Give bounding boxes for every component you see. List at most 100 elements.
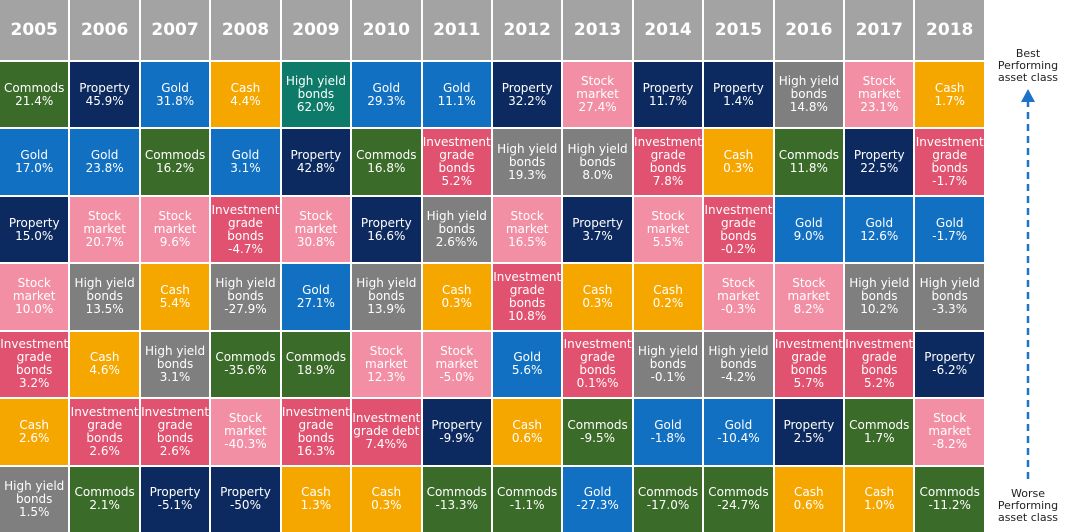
asset-cell: Investment grade bonds 16.3%	[281, 399, 351, 465]
asset-return: 31.8%	[155, 93, 195, 108]
asset-return: -0.1%	[650, 369, 686, 384]
asset-return: 7.8%	[652, 174, 684, 189]
asset-return: 0.2%	[652, 295, 684, 310]
asset-return: 32.2%	[508, 93, 547, 108]
asset-return: 3.1%	[230, 161, 261, 176]
year-header: 2005	[0, 0, 69, 60]
asset-name: High yield bonds	[849, 276, 910, 304]
asset-name: Commods	[708, 485, 769, 500]
asset-return: 21.4%	[15, 93, 54, 108]
asset-return: 1.7%	[934, 93, 965, 108]
asset-name: Gold	[372, 80, 401, 95]
asset-cell: Cash 0.3%	[422, 264, 491, 330]
asset-name: Cash	[441, 282, 472, 297]
year-column: 2008 Cash 4.4% Gold 3.1% Investment grade bon…	[211, 0, 280, 532]
asset-return: 3.1%	[159, 369, 191, 384]
asset-return: 1.0%	[864, 498, 895, 513]
asset-cell: Gold -27.3%	[563, 466, 632, 532]
asset-return: 16.5%	[508, 235, 547, 250]
asset-name: Gold	[161, 80, 189, 95]
asset-name: Property	[220, 485, 271, 500]
asset-cell: Cash 2.6%	[0, 399, 69, 465]
asset-cell: Stock market 8.2%	[774, 264, 844, 330]
asset-name: High yield bonds	[637, 343, 699, 371]
asset-name: High yield bonds	[426, 209, 487, 237]
asset-name: Investment grade bonds	[422, 135, 491, 176]
asset-return: 8.0%	[582, 167, 613, 182]
asset-cell: Stock market 27.4%	[563, 62, 632, 128]
asset-cell: Investment grade bonds 2.6%	[140, 399, 210, 465]
asset-cell: Property 2.5%	[774, 399, 844, 465]
asset-cell: High yield bonds 62.0%	[281, 62, 351, 128]
asset-cell: Property -50%	[211, 466, 280, 532]
asset-cell: Gold 9.0%	[774, 196, 844, 263]
asset-cell: High yield bonds 13.9%	[352, 264, 421, 330]
asset-return: 12.3%	[367, 369, 406, 384]
asset-name: Commods	[778, 148, 839, 163]
asset-name: High yield bonds	[497, 141, 558, 169]
asset-name: High yield bonds	[215, 276, 276, 304]
asset-return: -13.3%	[435, 498, 478, 513]
asset-name: Investment grade bonds	[0, 337, 69, 378]
asset-cell: Stock market 23.1%	[845, 62, 914, 128]
asset-cell: Investment grade bonds 5.2%	[845, 331, 914, 398]
asset-return: 0.1%%	[576, 376, 619, 391]
year-header: 2009	[281, 0, 351, 60]
asset-name: Stock market	[83, 209, 126, 237]
year-column: 2014 Property 11.7% Investment grade bonds 7…	[633, 0, 703, 532]
asset-name: High yield bonds	[778, 74, 839, 102]
year-header: 2013	[563, 0, 632, 60]
asset-return: 11.8%	[789, 161, 828, 176]
asset-cell: Cash 4.6%	[70, 331, 139, 398]
asset-return: -27.9%	[224, 302, 267, 317]
asset-return: -5.1%	[157, 498, 193, 513]
asset-cell: Gold -1.8%	[633, 399, 703, 465]
asset-cell: Investment grade bonds 5.7%	[774, 331, 844, 398]
asset-return: 16.8%	[367, 161, 406, 176]
asset-name: Property	[853, 148, 905, 163]
asset-return: 1.4%	[723, 93, 754, 108]
asset-return: -8.2%	[932, 437, 968, 452]
asset-name: Cash	[934, 80, 965, 95]
asset-cell: Property 45.9%	[70, 62, 139, 128]
asset-cell: Stock market 16.5%	[492, 196, 562, 263]
asset-cell: Commods -9.5%	[563, 399, 632, 465]
asset-name: Investment grade bonds	[70, 404, 139, 445]
asset-return: 62.0%	[296, 100, 335, 115]
asset-cell: Gold -10.4%	[704, 399, 773, 465]
asset-name: Gold	[302, 282, 330, 297]
asset-return: 12.6%	[860, 228, 899, 243]
year-header: 2011	[422, 0, 491, 60]
year-column: 2010 Gold 29.3% Commods 16.8% Property 16.6% Hi…	[352, 0, 421, 532]
asset-cell: High yield bonds 19.3%	[492, 129, 562, 195]
asset-name: Commods	[849, 417, 910, 432]
asset-name: Property	[572, 215, 623, 230]
asset-cell: Commods 16.8%	[352, 129, 421, 195]
asset-name: Stock market	[294, 209, 338, 237]
asset-cell: Gold 17.0%	[0, 129, 69, 195]
asset-cell: Investment grade bonds 10.8%	[492, 264, 562, 330]
asset-name: Cash	[301, 485, 331, 500]
asset-name: Property	[290, 148, 342, 163]
asset-cell: Gold 23.8%	[70, 129, 139, 195]
asset-return: 30.8%	[296, 235, 335, 250]
asset-cell: Investment grade bonds -4.7%	[211, 196, 280, 263]
year-column: 2015 Property 1.4% Cash 0.3% Investment grade…	[704, 0, 773, 532]
asset-name: Commods	[144, 148, 206, 163]
asset-name: Cash	[582, 282, 613, 297]
asset-name: High yield bonds	[4, 478, 65, 506]
asset-name: Cash	[653, 282, 683, 297]
year-column: 2016 High yield bonds 14.8% Commods 11.8% Gol…	[774, 0, 844, 532]
asset-cell: Property -5.1%	[140, 466, 210, 532]
asset-return: 23.1%	[860, 100, 899, 115]
asset-name: Cash	[512, 417, 542, 432]
year-header: 2006	[70, 0, 139, 60]
asset-name: Commods	[74, 485, 135, 500]
asset-name: High yield bonds	[356, 276, 417, 304]
asset-cell: Commods -11.2%	[915, 466, 984, 532]
asset-cell: Stock market 10.0%	[0, 264, 69, 330]
asset-name: High yield bonds	[144, 343, 206, 371]
asset-cell: Stock market 20.7%	[70, 196, 139, 263]
asset-name: Property	[924, 350, 976, 365]
year-header: 2007	[140, 0, 210, 60]
